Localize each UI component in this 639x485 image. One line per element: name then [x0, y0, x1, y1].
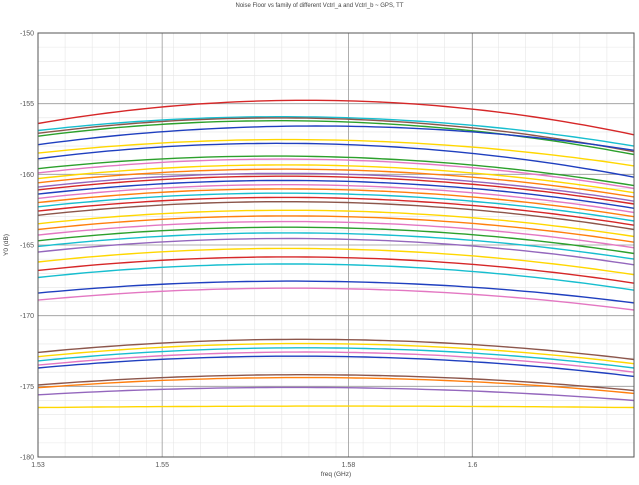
- plot-frame: [37, 32, 635, 458]
- series-line: [37, 232, 635, 260]
- x-tick-label: 1.53: [31, 462, 45, 469]
- y-tick-labels: -150 -155 -160 -165 -170 -175 -180: [20, 31, 34, 462]
- series-line: [37, 155, 635, 187]
- series-line: [37, 209, 635, 238]
- series-line: [37, 263, 635, 291]
- chart-title: Noise Floor vs family of different Vctrl…: [235, 3, 404, 9]
- series-line: [37, 405, 635, 409]
- series-line: [37, 175, 635, 205]
- y-tick-label: -170: [20, 313, 34, 320]
- series-layer: [37, 99, 635, 409]
- y-tick-label: -150: [20, 31, 34, 38]
- series-line: [37, 196, 635, 226]
- series-line: [37, 125, 635, 151]
- series-line: [37, 164, 635, 194]
- series-line: [37, 338, 635, 361]
- series-line: [37, 355, 635, 378]
- y-axis-label: Y0 (dB): [3, 234, 10, 256]
- series-line: [37, 226, 635, 255]
- series-line: [37, 201, 635, 231]
- series-line: [37, 184, 635, 214]
- series-line: [37, 99, 635, 136]
- y-tick-label: -165: [20, 243, 34, 250]
- series-line: [37, 215, 635, 243]
- x-tick-label: 1.58: [342, 462, 356, 469]
- series-line: [37, 280, 635, 304]
- series-line: [37, 237, 635, 266]
- series-line: [37, 179, 635, 209]
- series-line: [37, 116, 635, 147]
- series-line: [37, 287, 635, 311]
- x-tick-labels: 1.53 1.55 1.58 1.6: [31, 462, 477, 469]
- y-tick-label: -160: [20, 172, 34, 179]
- series-line: [37, 374, 635, 392]
- series-line: [37, 342, 635, 365]
- series-line: [37, 168, 635, 198]
- series-line: [37, 220, 635, 249]
- series-line: [37, 142, 635, 178]
- series-line: [37, 247, 635, 276]
- series-line: [37, 158, 635, 190]
- series-line: [37, 256, 635, 284]
- series-line: [37, 386, 635, 402]
- y-tick-label: -175: [20, 384, 34, 391]
- series-line: [37, 347, 635, 369]
- series-line: [37, 172, 635, 202]
- series-line: [37, 188, 635, 218]
- x-axis-label: freq (GHz): [321, 471, 351, 478]
- series-line: [37, 138, 635, 167]
- series-line: [37, 376, 635, 395]
- series-line: [37, 351, 635, 373]
- series-line: [37, 117, 635, 153]
- major-grid: [38, 33, 634, 457]
- x-tick-label: 1.6: [468, 462, 478, 469]
- series-line: [37, 192, 635, 222]
- x-tick-label: 1.55: [155, 462, 169, 469]
- y-tick-label: -155: [20, 101, 34, 108]
- series-line: [37, 120, 635, 156]
- y-tick-label: -180: [20, 455, 34, 462]
